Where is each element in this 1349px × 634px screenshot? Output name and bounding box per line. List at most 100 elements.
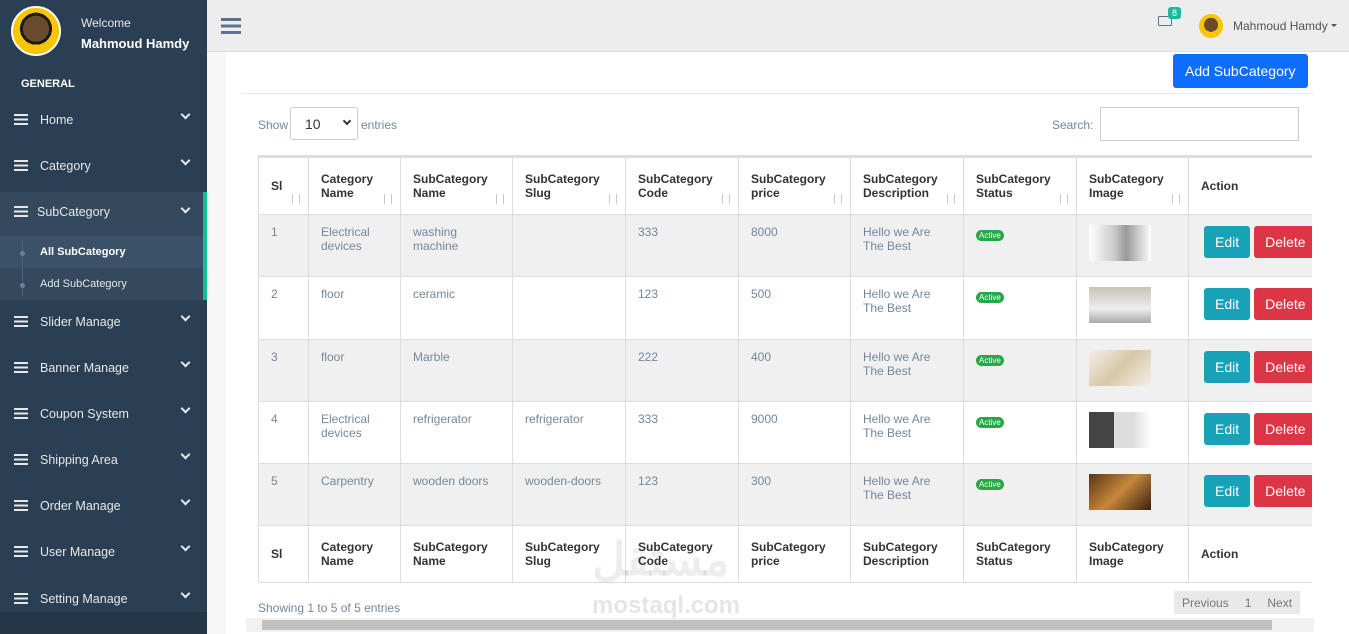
sort-icon[interactable]: [384, 194, 392, 204]
header-row: Sl Category Name SubCategory Name SubCatego…: [258, 525, 1312, 583]
sort-icon[interactable]: [292, 194, 300, 204]
column-header[interactable]: SubCategory Name: [400, 157, 513, 215]
table-cell: Marble: [400, 339, 513, 402]
menu-item[interactable]: Home: [0, 100, 207, 140]
column-header[interactable]: SubCategory Code: [625, 157, 739, 215]
page-link[interactable]: 1: [1244, 595, 1252, 610]
page-link[interactable]: Previous: [1182, 595, 1229, 610]
column-header: Action: [1188, 525, 1312, 583]
sort-icon[interactable]: [947, 194, 955, 204]
status-badge: Active: [976, 355, 1004, 366]
menu-label: Coupon System: [40, 407, 129, 421]
page-link[interactable]: Next: [1267, 595, 1293, 610]
content: Add SubCategory Show 10 entries Search: …: [226, 52, 1349, 634]
table-cell: Hello we Are The Best: [850, 214, 964, 277]
action-cell: Edit Delete: [1188, 463, 1312, 526]
active-item: [0, 236, 203, 268]
column-header[interactable]: SubCategory Description: [850, 157, 964, 215]
column-header[interactable]: SubCategory price: [738, 157, 851, 215]
delete-button[interactable]: Delete: [1254, 475, 1312, 507]
status-badge: Active: [976, 417, 1004, 428]
status-badge: Active: [976, 230, 1004, 241]
status-cell: Active: [963, 339, 1077, 402]
submenu-item[interactable]: All SubCategory: [40, 246, 126, 258]
table-cell: [512, 276, 626, 340]
column-header[interactable]: Category Name: [308, 157, 401, 215]
table-cell: Hello we Are The Best: [850, 276, 964, 340]
menu-item[interactable]: Setting Manage: [0, 579, 207, 619]
menu-icon: [14, 408, 28, 419]
menu-item[interactable]: Category: [0, 146, 207, 186]
table-cell: 123: [625, 276, 739, 340]
user-avatar: [1199, 14, 1223, 38]
edit-button[interactable]: Edit: [1204, 351, 1251, 383]
table-cell: 5: [258, 463, 309, 526]
sort-icon[interactable]: [496, 194, 504, 204]
column-header[interactable]: SubCategory Status: [963, 157, 1077, 215]
menu-icon: [14, 546, 28, 557]
table-cell: 400: [738, 339, 851, 402]
menu-item[interactable]: Shipping Area: [0, 440, 207, 480]
table-cell: Carpentry: [308, 463, 401, 526]
delete-button[interactable]: Delete: [1254, 288, 1312, 320]
watermark: mostaql.com: [592, 592, 741, 619]
table-cell: Hello we Are The Best: [850, 401, 964, 464]
menu-item[interactable]: Order Manage: [0, 486, 207, 526]
table-cell: 2: [258, 276, 309, 340]
sort-icon[interactable]: [609, 194, 617, 204]
column-header[interactable]: Action: [1188, 157, 1312, 215]
menu-item[interactable]: Coupon System: [0, 394, 207, 434]
edit-button[interactable]: Edit: [1204, 226, 1251, 258]
mail-icon[interactable]: [1158, 16, 1172, 26]
delete-button[interactable]: Delete: [1254, 413, 1312, 445]
status-cell: Active: [963, 214, 1077, 277]
column-header[interactable]: SubCategory Image: [1076, 157, 1189, 215]
sort-icon[interactable]: [1172, 194, 1180, 204]
menu-toggle[interactable]: [221, 18, 241, 34]
status-badge: Active: [976, 292, 1004, 303]
table-cell: 333: [625, 214, 739, 277]
table-cell: 300: [738, 463, 851, 526]
search-input[interactable]: [1100, 107, 1299, 141]
menu-label: Category: [40, 159, 91, 173]
image-cell: [1076, 276, 1189, 340]
delete-button[interactable]: Delete: [1254, 351, 1312, 383]
edit-button[interactable]: Edit: [1204, 288, 1251, 320]
menu-item[interactable]: Slider Manage: [0, 302, 207, 342]
table-cell: floor: [308, 339, 401, 402]
pagination: Previous 1 Next: [1174, 591, 1301, 614]
page-size-select[interactable]: 10: [290, 107, 358, 140]
notification-count: 8: [1168, 7, 1182, 19]
submenu-item[interactable]: Add SubCategory: [40, 278, 127, 290]
menu-icon: [14, 593, 28, 604]
delete-button[interactable]: Delete: [1254, 226, 1312, 258]
table-row: 4 Electrical devices refrigerator refrigera…: [258, 401, 1312, 464]
menu-icon: [14, 454, 28, 465]
user-menu[interactable]: Mahmoud Hamdy: [1233, 19, 1328, 33]
image-cell: [1076, 401, 1189, 464]
edit-button[interactable]: Edit: [1204, 413, 1251, 445]
table-cell: Electrical devices: [308, 401, 401, 464]
show-label: Show: [258, 118, 289, 132]
table-cell: 3: [258, 339, 309, 402]
menu-label: Setting Manage: [40, 592, 128, 606]
chevron: [180, 357, 191, 368]
table-cell: [512, 214, 626, 277]
menu-item[interactable]: Banner Manage: [0, 348, 207, 388]
column-header[interactable]: SubCategory Slug: [512, 157, 626, 215]
sort-icon[interactable]: [834, 194, 842, 204]
sort-icon[interactable]: [1060, 194, 1068, 204]
menu-item[interactable]: SubCategory: [0, 192, 207, 232]
user-name: Mahmoud Hamdy: [81, 36, 190, 51]
menu-item[interactable]: User Manage: [0, 532, 207, 572]
column-header[interactable]: Sl: [258, 157, 309, 215]
chevron: [180, 403, 191, 414]
table-cell: 222: [625, 339, 739, 402]
sort-icon[interactable]: [722, 194, 730, 204]
chevron: [180, 495, 191, 506]
subcategory-image: [1089, 225, 1151, 261]
add-button[interactable]: Add SubCategory: [1173, 54, 1308, 88]
table-row: 5 Carpentry wooden doors wooden-doors 123 300…: [258, 463, 1312, 526]
edit-button[interactable]: Edit: [1204, 475, 1251, 507]
watermark: مستقل: [592, 533, 730, 585]
